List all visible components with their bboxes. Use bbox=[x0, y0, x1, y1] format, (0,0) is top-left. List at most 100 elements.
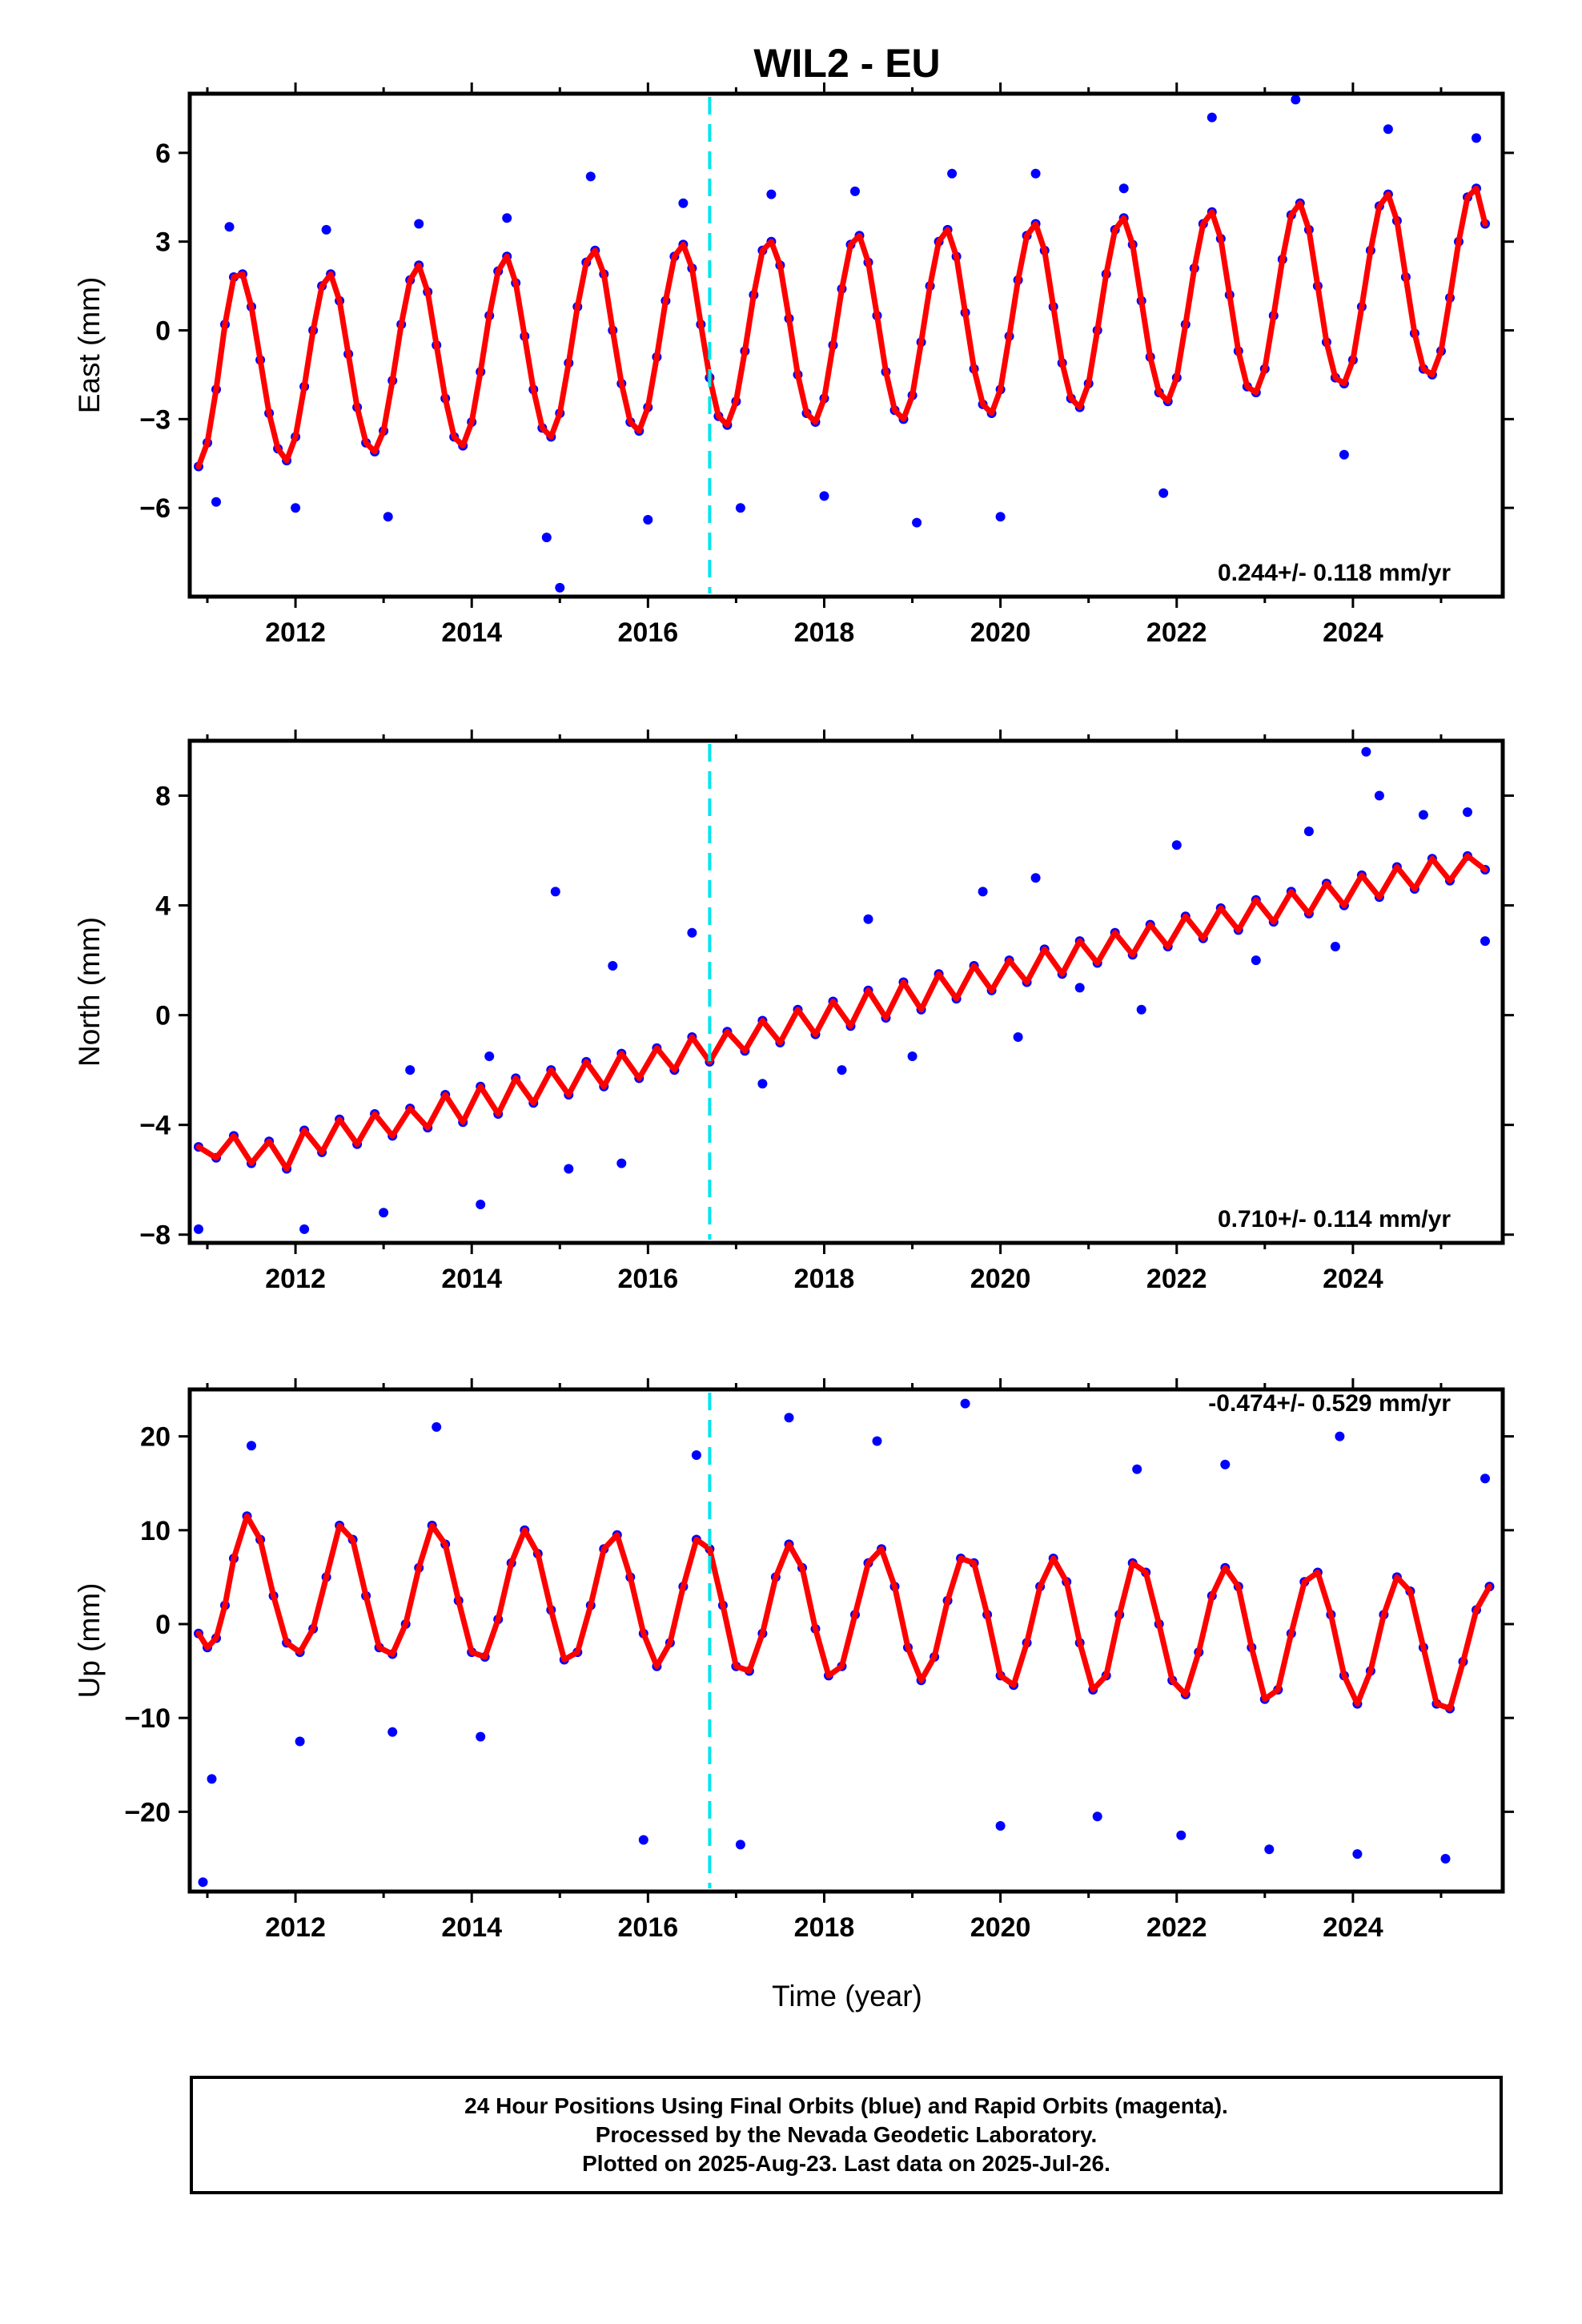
east-data-point bbox=[1118, 183, 1129, 194]
north-data-point bbox=[299, 1224, 310, 1234]
north-data-point bbox=[194, 1224, 203, 1234]
east-data-point bbox=[643, 515, 653, 525]
up-y-tick-label: 10 bbox=[140, 1516, 171, 1546]
up-data-point bbox=[387, 1727, 398, 1737]
east-data-point bbox=[947, 168, 958, 179]
footer-line-1: 24 Hour Positions Using Final Orbits (bl… bbox=[464, 2093, 1228, 2118]
footer-line-3: Plotted on 2025-Aug-23. Last data on 202… bbox=[582, 2151, 1110, 2176]
north-y-tick-label: −8 bbox=[139, 1220, 171, 1251]
north-data-point bbox=[379, 1208, 389, 1218]
up-y-axis-label: Up (mm) bbox=[73, 1583, 106, 1699]
east-y-tick-label: −3 bbox=[139, 404, 171, 435]
east-data-point bbox=[735, 503, 745, 513]
up-data-point bbox=[872, 1436, 882, 1446]
north-y-tick-label: 4 bbox=[155, 891, 171, 922]
north-data-point bbox=[863, 914, 873, 924]
east-frame bbox=[187, 91, 1505, 599]
east-y-axis-label: East (mm) bbox=[73, 277, 106, 414]
up-data-point bbox=[198, 1877, 208, 1888]
north-data-point bbox=[484, 1051, 495, 1061]
up-x-tick-label: 2022 bbox=[1146, 1912, 1207, 1943]
north-data-point bbox=[978, 887, 988, 897]
up-rate-label: -0.474+/- 0.529 mm/yr bbox=[1208, 1390, 1451, 1417]
up-data-point bbox=[691, 1450, 701, 1460]
north-data-point bbox=[1136, 1004, 1146, 1015]
east-data-point bbox=[541, 533, 552, 543]
north-data-point bbox=[550, 887, 560, 897]
north-x-tick-label: 2014 bbox=[441, 1264, 502, 1294]
east-x-tick-label: 2014 bbox=[441, 617, 502, 648]
east-x-tick-label: 2016 bbox=[618, 617, 679, 648]
up-data-point bbox=[207, 1774, 217, 1784]
east-x-tick-label: 2012 bbox=[265, 617, 326, 648]
x-axis-label: Time (year) bbox=[772, 1980, 922, 2012]
east-data-point bbox=[555, 582, 565, 593]
footer-line-2: Processed by the Nevada Geodetic Laborat… bbox=[595, 2122, 1098, 2147]
north-data-point bbox=[1480, 936, 1490, 947]
up-y-tick-label: 20 bbox=[140, 1422, 171, 1453]
east-panel: 2012 2014 2016 2018 2020 2022 2024 −6 −3 0 3 6 East … bbox=[73, 82, 1514, 648]
east-y-tick-label: 3 bbox=[155, 227, 171, 258]
north-frame bbox=[187, 738, 1505, 1245]
north-data-point bbox=[1303, 826, 1314, 837]
north-data-point bbox=[1374, 790, 1384, 801]
east-data-point bbox=[414, 219, 424, 229]
east-data-point bbox=[1383, 124, 1393, 135]
east-y-tick-label: 6 bbox=[155, 139, 171, 169]
east-data-point bbox=[1207, 112, 1217, 123]
north-y-tick-label: −4 bbox=[139, 1111, 171, 1141]
up-data-point bbox=[295, 1736, 305, 1747]
north-data-point bbox=[1074, 983, 1085, 993]
footer-box: 24 Hour Positions Using Final Orbits (bl… bbox=[190, 2076, 1503, 2194]
north-data-point bbox=[687, 927, 697, 938]
up-data-point bbox=[1480, 1474, 1490, 1484]
north-data-point bbox=[405, 1065, 416, 1076]
up-data-point bbox=[1132, 1464, 1142, 1474]
up-x-tick-label: 2014 bbox=[441, 1912, 502, 1943]
up-data-point bbox=[1440, 1854, 1451, 1864]
north-x-tick-label: 2020 bbox=[970, 1264, 1031, 1294]
north-rate-label: 0.710+/- 0.114 mm/yr bbox=[1218, 1206, 1451, 1232]
east-data-point bbox=[766, 189, 777, 199]
up-data-point bbox=[784, 1413, 794, 1423]
figure-title: WIL2 - EU bbox=[753, 41, 940, 86]
east-data-point bbox=[819, 491, 829, 501]
north-y-axis-label: North (mm) bbox=[73, 917, 106, 1067]
east-data-point bbox=[850, 186, 860, 196]
north-panel: 2012 2014 2016 2018 2020 2022 2024 −8 −4 0 4 8 North… bbox=[73, 730, 1514, 1294]
up-data-point bbox=[1352, 1849, 1363, 1860]
up-fit-line bbox=[195, 1513, 1492, 1711]
east-data-point bbox=[1291, 94, 1301, 105]
up-x-tick-label: 2012 bbox=[265, 1912, 326, 1943]
up-plot-area bbox=[194, 1398, 1495, 1888]
up-data-point bbox=[476, 1731, 486, 1742]
up-y-tick-label: 0 bbox=[155, 1610, 171, 1640]
east-data-point bbox=[291, 503, 301, 513]
north-data-point bbox=[1418, 810, 1428, 820]
east-data-point bbox=[224, 222, 235, 232]
east-data-point bbox=[1030, 168, 1041, 179]
north-data-point bbox=[1030, 873, 1041, 883]
north-x-tick-label: 2016 bbox=[618, 1264, 679, 1294]
north-data-point bbox=[476, 1200, 486, 1209]
north-data-point bbox=[608, 961, 618, 971]
up-data-point bbox=[432, 1421, 442, 1432]
up-data-point bbox=[1335, 1431, 1345, 1441]
up-data-point bbox=[1092, 1811, 1102, 1822]
north-data-point bbox=[1251, 955, 1261, 966]
east-plot-area bbox=[194, 94, 1490, 593]
north-data-point bbox=[1171, 840, 1182, 850]
up-data-point bbox=[995, 1821, 1006, 1831]
north-data-point bbox=[1330, 942, 1340, 951]
east-y-tick-label: 0 bbox=[155, 316, 171, 347]
east-data-point bbox=[211, 497, 221, 507]
up-data-point bbox=[1220, 1459, 1231, 1470]
north-plot-area bbox=[194, 746, 1490, 1234]
up-data-point bbox=[1176, 1830, 1186, 1840]
up-x-tick-label: 2024 bbox=[1323, 1912, 1383, 1943]
up-x-tick-label: 2020 bbox=[970, 1912, 1031, 1943]
east-fit-line bbox=[195, 185, 1488, 469]
east-y-tick-label: −6 bbox=[139, 493, 171, 524]
up-x-tick-label: 2018 bbox=[794, 1912, 855, 1943]
north-data-point bbox=[616, 1158, 627, 1168]
